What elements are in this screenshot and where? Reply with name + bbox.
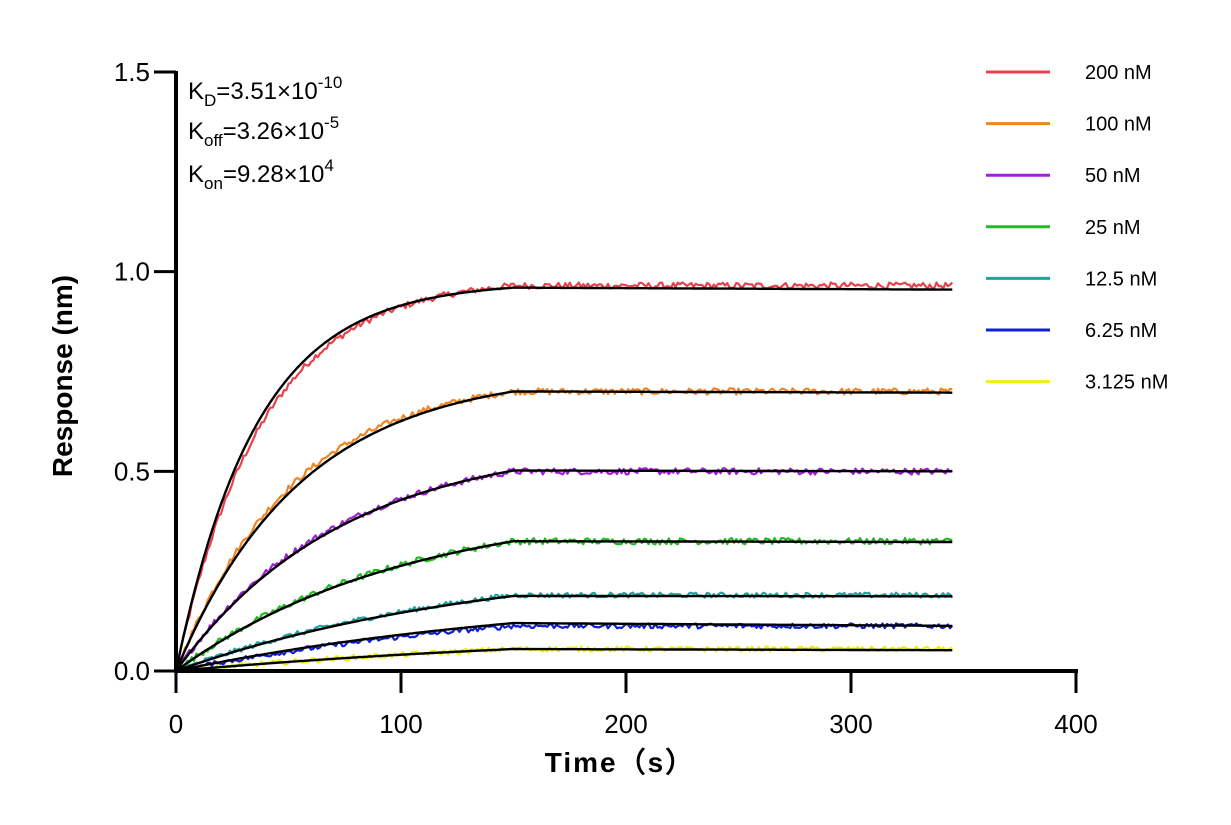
tick-labels-layer: 0.0 0.5 1.0 1.5 0 100 200 300 400 [114,57,1098,739]
kon-annotation: Kon=9.28×104 [188,156,334,193]
x-tick-label: 0 [169,709,183,739]
legend: 200 nM 100 nM 50 nM 25 nM 12.5 nM 6.25 nM 3.12… [986,62,1168,394]
y-tick-label: 1.5 [114,57,150,87]
legend-label: 25 nM [1085,217,1141,239]
fit-curve-200-nm [174,286,953,672]
legend-label: 12.5 nM [1085,268,1157,290]
koff-annotation: Koff=3.26×10-5 [188,113,339,150]
x-axis-title: Time（s） [545,746,695,778]
legend-label: 6.25 nM [1085,320,1157,342]
y-tick-label: 1.0 [114,257,150,287]
data-curve-200-nm [174,281,954,671]
legend-label: 50 nM [1085,165,1141,187]
curves-layer [174,281,954,674]
x-tick-label: 100 [379,709,422,739]
legend-label: 200 nM [1085,62,1152,84]
fit-curve-6-25-nm [175,621,953,673]
y-axis-title: Response (nm) [47,275,78,477]
y-tick-label: 0.0 [114,656,150,686]
kinetics-annotations: KD=3.51×10-10 Koff=3.26×10-5 Kon=9.28×10… [188,73,342,193]
fit-curve-25-nm [175,540,953,672]
fit-curve-50-nm [175,469,953,672]
fit-curve-3-125-nm [175,647,953,673]
y-tick-label: 0.5 [114,456,150,486]
x-tick-label: 400 [1054,709,1097,739]
fit-curve-100-nm [174,390,953,672]
x-tick-label: 200 [604,709,647,739]
legend-label: 3.125 nM [1085,372,1168,394]
legend-label: 100 nM [1085,114,1152,136]
fit-curve-12-5-nm [175,594,953,673]
axes-layer [154,70,1078,693]
data-curve-50-nm [175,467,953,670]
x-tick-label: 300 [829,709,872,739]
kd-annotation: KD=3.51×10-10 [188,73,342,110]
